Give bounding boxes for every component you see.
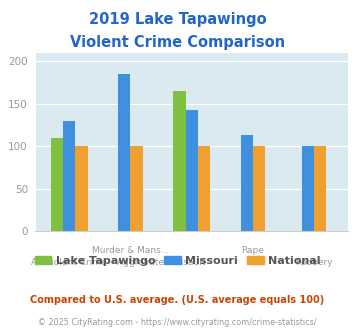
- Text: Compared to U.S. average. (U.S. average equals 100): Compared to U.S. average. (U.S. average …: [31, 295, 324, 305]
- Text: Rape: Rape: [241, 246, 264, 255]
- Text: © 2025 CityRating.com - https://www.cityrating.com/crime-statistics/: © 2025 CityRating.com - https://www.city…: [38, 318, 317, 327]
- Bar: [314, 146, 327, 231]
- Bar: [130, 146, 143, 231]
- Bar: [186, 110, 198, 231]
- Bar: [75, 146, 88, 231]
- Text: All Violent Crime: All Violent Crime: [31, 258, 107, 267]
- Text: 2019 Lake Tapawingo: 2019 Lake Tapawingo: [89, 12, 266, 26]
- Bar: [253, 146, 265, 231]
- Text: Murder & Mans...: Murder & Mans...: [92, 246, 169, 255]
- Bar: [241, 135, 253, 231]
- Bar: [51, 138, 63, 231]
- Bar: [118, 74, 130, 231]
- Text: Violent Crime Comparison: Violent Crime Comparison: [70, 35, 285, 50]
- Text: Aggravated Assault: Aggravated Assault: [117, 258, 205, 267]
- Bar: [173, 91, 186, 231]
- Bar: [63, 121, 75, 231]
- Bar: [302, 146, 314, 231]
- Legend: Lake Tapawingo, Missouri, National: Lake Tapawingo, Missouri, National: [30, 251, 325, 270]
- Text: Robbery: Robbery: [295, 258, 333, 267]
- Bar: [198, 146, 210, 231]
